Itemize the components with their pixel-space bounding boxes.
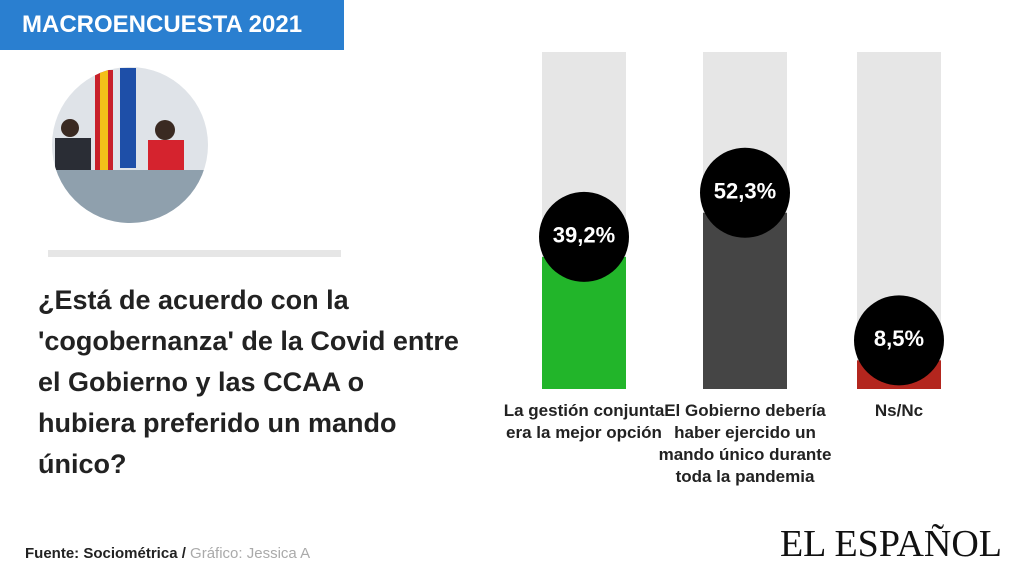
source: Fuente: Sociométrica / Gráfico: Jessica … xyxy=(25,545,310,562)
brand: EL ESPAÑOL xyxy=(779,523,1002,565)
value-label: 8,5% xyxy=(874,326,924,351)
bar xyxy=(703,212,787,389)
credit: Gráfico: Jessica A xyxy=(190,545,311,562)
category-label: El Gobierno debería haber ejercido un ma… xyxy=(658,401,832,486)
source-text: Fuente: Sociométrica / xyxy=(25,545,186,562)
photo xyxy=(52,67,208,223)
category-label: Ns/Nc xyxy=(874,401,924,420)
divider xyxy=(48,250,341,257)
value-badge xyxy=(854,295,944,386)
question: ¿Está de acuerdo con la 'cogobernanza' d… xyxy=(38,285,459,479)
value-badge xyxy=(700,147,790,238)
category-label: La gestión conjunta era la mejor opción xyxy=(503,401,665,442)
value-label: 39,2% xyxy=(553,223,615,248)
value-label: 52,3% xyxy=(714,179,776,204)
value-badge xyxy=(539,191,629,282)
badge: MACROENCUESTA 2021 xyxy=(0,0,344,50)
